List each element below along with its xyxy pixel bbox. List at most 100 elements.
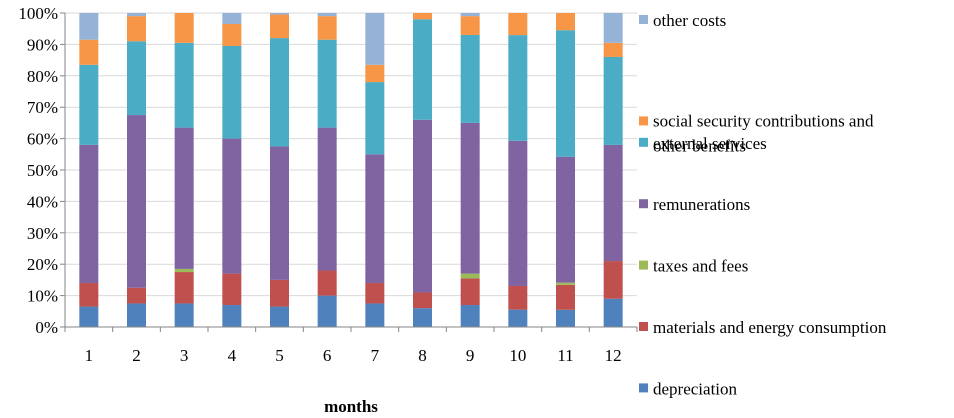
bar-segment-materials-and-energy-consumption [508,285,528,310]
x-tick-label: 6 [323,346,332,365]
bar-segment-social-security-contributions-and-other-benefits [222,23,242,46]
bar-segment-depreciation [174,303,194,327]
x-tick-label: 4 [228,346,237,365]
bar-segment-depreciation [222,305,242,327]
legend-swatch [639,137,648,147]
x-tick-label: 5 [275,346,284,365]
bar-segment-social-security-contributions-and-other-benefits [508,13,528,36]
bar-segment-taxes-and-fees [460,273,480,279]
bar-segment-other-costs [603,13,623,43]
bar-segment-external-services [603,56,623,145]
bar-segment-materials-and-energy-consumption [556,284,575,310]
bar-segment-depreciation [508,309,528,327]
bar-segment-remunerations [317,127,337,271]
x-tick-label: 2 [132,346,141,365]
bar-segment-remunerations [460,122,480,274]
bar-segment-social-security-contributions-and-other-benefits [127,16,146,42]
bar-segment-materials-and-energy-consumption [270,279,289,307]
legend-swatch [639,260,648,270]
y-tick-label: 90% [27,35,58,54]
y-tick-label: 10% [27,287,58,306]
bar-segment-social-security-contributions-and-other-benefits [460,16,480,35]
legend-item: other costs [639,11,726,30]
bar-segment-remunerations [413,119,432,293]
bar-segment-external-services [317,39,337,128]
bar-segment-depreciation [127,303,146,327]
bar-segment-social-security-contributions-and-other-benefits [270,14,289,39]
bar-segment-other-costs [270,13,289,15]
bar-segment-external-services [508,35,528,141]
y-tick-label: 0% [35,318,58,337]
legend: other costs social security contributions… [639,11,887,398]
bar-segment-depreciation [365,303,385,327]
bar-segment-external-services [174,42,194,128]
bar-segment-social-security-contributions-and-other-benefits [603,42,623,57]
bar-segment-taxes-and-fees [556,282,575,285]
legend-item: materials and energy consumption [639,318,887,337]
y-tick-label: 50% [27,161,58,180]
y-tick-label: 100% [18,4,58,23]
x-tick-label: 7 [371,346,380,365]
bar-segment-external-services [460,34,480,123]
y-tick-labels: 0% 10% 20% 30% 40% 50% 60% 70% 80% 90% 100% [18,4,58,337]
bar-segment-other-costs [127,13,146,17]
x-tick-label: 10 [509,346,526,365]
x-tick-label: 9 [466,346,475,365]
y-tick-label: 30% [27,224,58,243]
bar-segment-depreciation [413,308,432,327]
x-tick-labels: 1 2 3 4 5 6 7 8 9 10 11 12 [85,346,622,365]
legend-swatch [639,15,648,24]
bar-segment-external-services [127,41,146,116]
bar-segment-taxes-and-fees [174,268,194,273]
bar-segment-materials-and-energy-consumption [317,270,337,296]
bar-segment-materials-and-energy-consumption [222,273,242,306]
bar-segment-other-costs [365,13,385,65]
legend-label: social security contributions and [653,111,874,130]
legend-item: remunerations [639,195,750,214]
bar-segment-depreciation [270,306,289,327]
x-tick-label: 3 [180,346,189,365]
bar-segment-materials-and-energy-consumption [413,292,432,309]
bar-segment-other-costs [222,13,242,24]
legend-label: materials and energy consumption [653,318,887,337]
bar-segment-remunerations [79,144,99,284]
bar-segment-materials-and-energy-consumption [79,283,99,307]
bar-segment-social-security-contributions-and-other-benefits [317,16,337,40]
bar-segment-remunerations [556,156,575,283]
bar-segment-remunerations [603,144,623,262]
y-tick-label: 20% [27,255,58,274]
bar-segment-social-security-contributions-and-other-benefits [174,13,194,43]
bar-segment-remunerations [222,138,242,274]
bar-segment-materials-and-energy-consumption [365,283,385,304]
bar-segment-materials-and-energy-consumption [460,278,480,306]
bar-segment-social-security-contributions-and-other-benefits [413,13,432,20]
bar-segment-depreciation [317,295,337,327]
legend-label: taxes and fees [653,257,748,276]
bar-segment-depreciation [603,298,623,327]
legend-label: external services [653,134,767,153]
x-tick-label: 1 [85,346,94,365]
legend-swatch [639,322,648,331]
legend-item: taxes and fees [639,257,748,276]
legend-label: remunerations [653,195,750,214]
bar-segment-external-services [79,64,99,145]
x-tick-label: 11 [557,346,573,365]
bar-segment-other-costs [79,13,99,40]
x-tick-label: 12 [605,346,622,365]
legend-item: external services [639,134,767,153]
y-tick-label: 40% [27,192,58,211]
bar-segment-materials-and-energy-consumption [174,272,194,304]
bar-segment-remunerations [174,127,194,269]
bar-segment-social-security-contributions-and-other-benefits [556,13,575,31]
y-tick-label: 70% [27,98,58,117]
bar-segment-remunerations [365,154,385,284]
legend-label: other benefits [653,136,746,155]
bar-segment-materials-and-energy-consumption [127,287,146,304]
legend-item: depreciation [639,379,738,398]
bar-segment-external-services [222,45,242,139]
bar-segment-materials-and-energy-consumption [603,261,623,299]
legend-swatch [639,383,648,393]
bar-segment-depreciation [79,306,99,327]
bar-segment-social-security-contributions-and-other-benefits [79,39,99,65]
axes [60,12,638,332]
